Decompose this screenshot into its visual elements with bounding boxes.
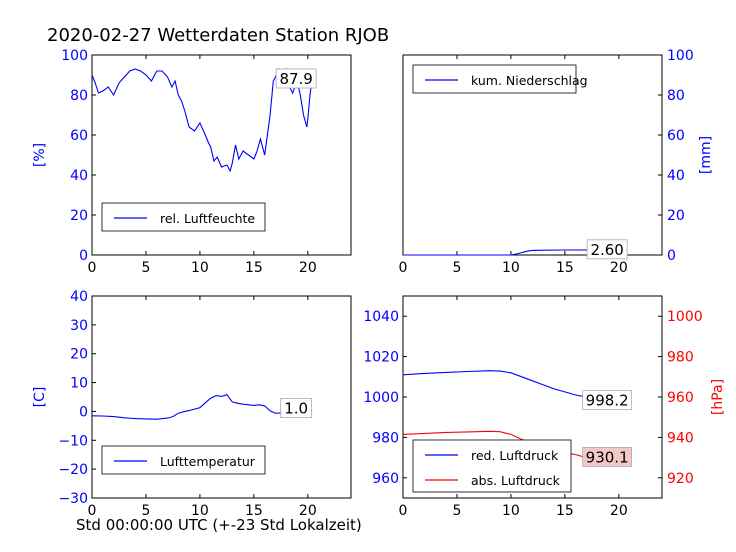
- p1-y-tick-label: 40: [70, 168, 88, 184]
- p1-x-tick-label: 5: [141, 260, 150, 276]
- p3-y-tick-label: 10: [70, 376, 88, 392]
- p2-y-tick-label-right: 0: [667, 248, 676, 264]
- p2-y-tick-label-right: 20: [667, 208, 685, 224]
- p4-x-tick-label: 5: [452, 503, 461, 519]
- p4-y-axis-label-right: [hPa]: [710, 379, 726, 415]
- p2-x-tick-label: 10: [502, 260, 520, 276]
- figure-title: 2020-02-27 Wetterdaten Station RJOB: [47, 25, 390, 46]
- p4-legend-label-2: abs. Luftdruck: [471, 473, 561, 488]
- p4-y-tick-label-right: 1000: [667, 309, 703, 325]
- p2-value-annotation: 2.60: [590, 241, 623, 259]
- p1-legend-box: [101, 202, 266, 232]
- p4-value-annotation-box: [582, 390, 633, 411]
- p1-value-annotation: 87.9: [279, 70, 312, 88]
- p1-y-tick-label: 80: [70, 88, 88, 104]
- p4-legend-box: [412, 439, 572, 493]
- x-axis-label: Std 00:00:00 UTC (+-23 Std Lokalzeit): [76, 516, 362, 534]
- p3-value-annotation: 1.0: [284, 400, 308, 418]
- p1-y-tick-label: 60: [70, 128, 88, 144]
- p4-y-tick-label-right: 940: [667, 430, 694, 446]
- p4-y-tick-label-right: 920: [667, 471, 694, 487]
- p4-value-annotation-box: [582, 446, 633, 467]
- p3-x-tick-label: 15: [245, 503, 263, 519]
- p4-x-tick-label: 0: [399, 503, 408, 519]
- p4-x-tick-label: 10: [502, 503, 520, 519]
- p2-y-axis-label: [mm]: [698, 136, 714, 174]
- p3-series-line-1: [91, 394, 313, 420]
- p3-x-tick-label: 5: [141, 503, 150, 519]
- p2-series-line-1: [403, 249, 624, 256]
- p3-value-annotation-box: [280, 398, 313, 418]
- p2-legend-box: [412, 64, 577, 94]
- p1-legend-label-1: rel. Luftfeuchte: [160, 211, 255, 226]
- p1-value-annotation-box: [275, 68, 317, 89]
- p4-legend-label-1: red. Luftdruck: [471, 448, 559, 463]
- p2-x-tick-label: 20: [610, 260, 628, 276]
- p1-x-tick-label: 15: [245, 260, 263, 276]
- p2-y-tick-label-right: 40: [667, 168, 685, 184]
- p4-y-tick-label: 1000: [363, 390, 399, 406]
- p1-y-axis-label: [%]: [32, 143, 48, 167]
- p1-x-tick-label: 10: [191, 260, 209, 276]
- p4-y-tick-label: 960: [372, 471, 399, 487]
- p1-y-tick-label: 20: [70, 208, 88, 224]
- p3-x-tick-label: 20: [299, 503, 317, 519]
- p2-x-tick-label: 15: [556, 260, 574, 276]
- p2-y-tick-label-right: 100: [667, 48, 694, 64]
- p4-value-annotation: 998.2: [586, 392, 629, 410]
- p2-y-tick-label-right: 80: [667, 88, 685, 104]
- p4-value-annotation: 930.1: [586, 448, 629, 466]
- p3-y-tick-label: −10: [58, 433, 88, 449]
- p4-y-tick-label: 980: [372, 430, 399, 446]
- p1-x-tick-label: 20: [299, 260, 317, 276]
- p4-x-tick-label: 15: [556, 503, 574, 519]
- p1-y-tick-label: 0: [79, 248, 88, 264]
- p2-x-tick-label: 5: [452, 260, 461, 276]
- p4-y-tick-label: 1040: [363, 309, 399, 325]
- p2-y-tick-label-right: 60: [667, 128, 685, 144]
- p4-y-tick-label: 1020: [363, 350, 399, 366]
- p4-y-tick-label-right: 960: [667, 390, 694, 406]
- p2-x-tick-label: 0: [399, 260, 408, 276]
- p2-frame: [402, 54, 663, 256]
- p3-y-tick-label: 40: [70, 289, 88, 305]
- p3-frame: [91, 295, 352, 499]
- p3-legend-box: [101, 445, 266, 475]
- p3-y-tick-label: 30: [70, 318, 88, 334]
- p2-legend-label-1: kum. Niederschlag: [471, 73, 588, 88]
- p4-x-tick-label: 20: [610, 503, 628, 519]
- p3-y-tick-label: 20: [70, 347, 88, 363]
- p3-y-tick-label: −20: [58, 462, 88, 478]
- p2-value-annotation-box: [586, 239, 628, 260]
- p1-y-tick-label: 100: [61, 48, 88, 64]
- p3-y-tick-label: 0: [79, 404, 88, 420]
- p3-y-axis-label: [C]: [32, 387, 48, 408]
- p3-y-tick-label: −30: [58, 491, 88, 507]
- p3-x-tick-label: 0: [88, 503, 97, 519]
- p1-frame: [91, 54, 352, 256]
- p3-x-tick-label: 10: [191, 503, 209, 519]
- p4-y-tick-label-right: 980: [667, 350, 694, 366]
- p1-x-tick-label: 0: [88, 260, 97, 276]
- p3-legend-label-1: Lufttemperatur: [160, 454, 256, 469]
